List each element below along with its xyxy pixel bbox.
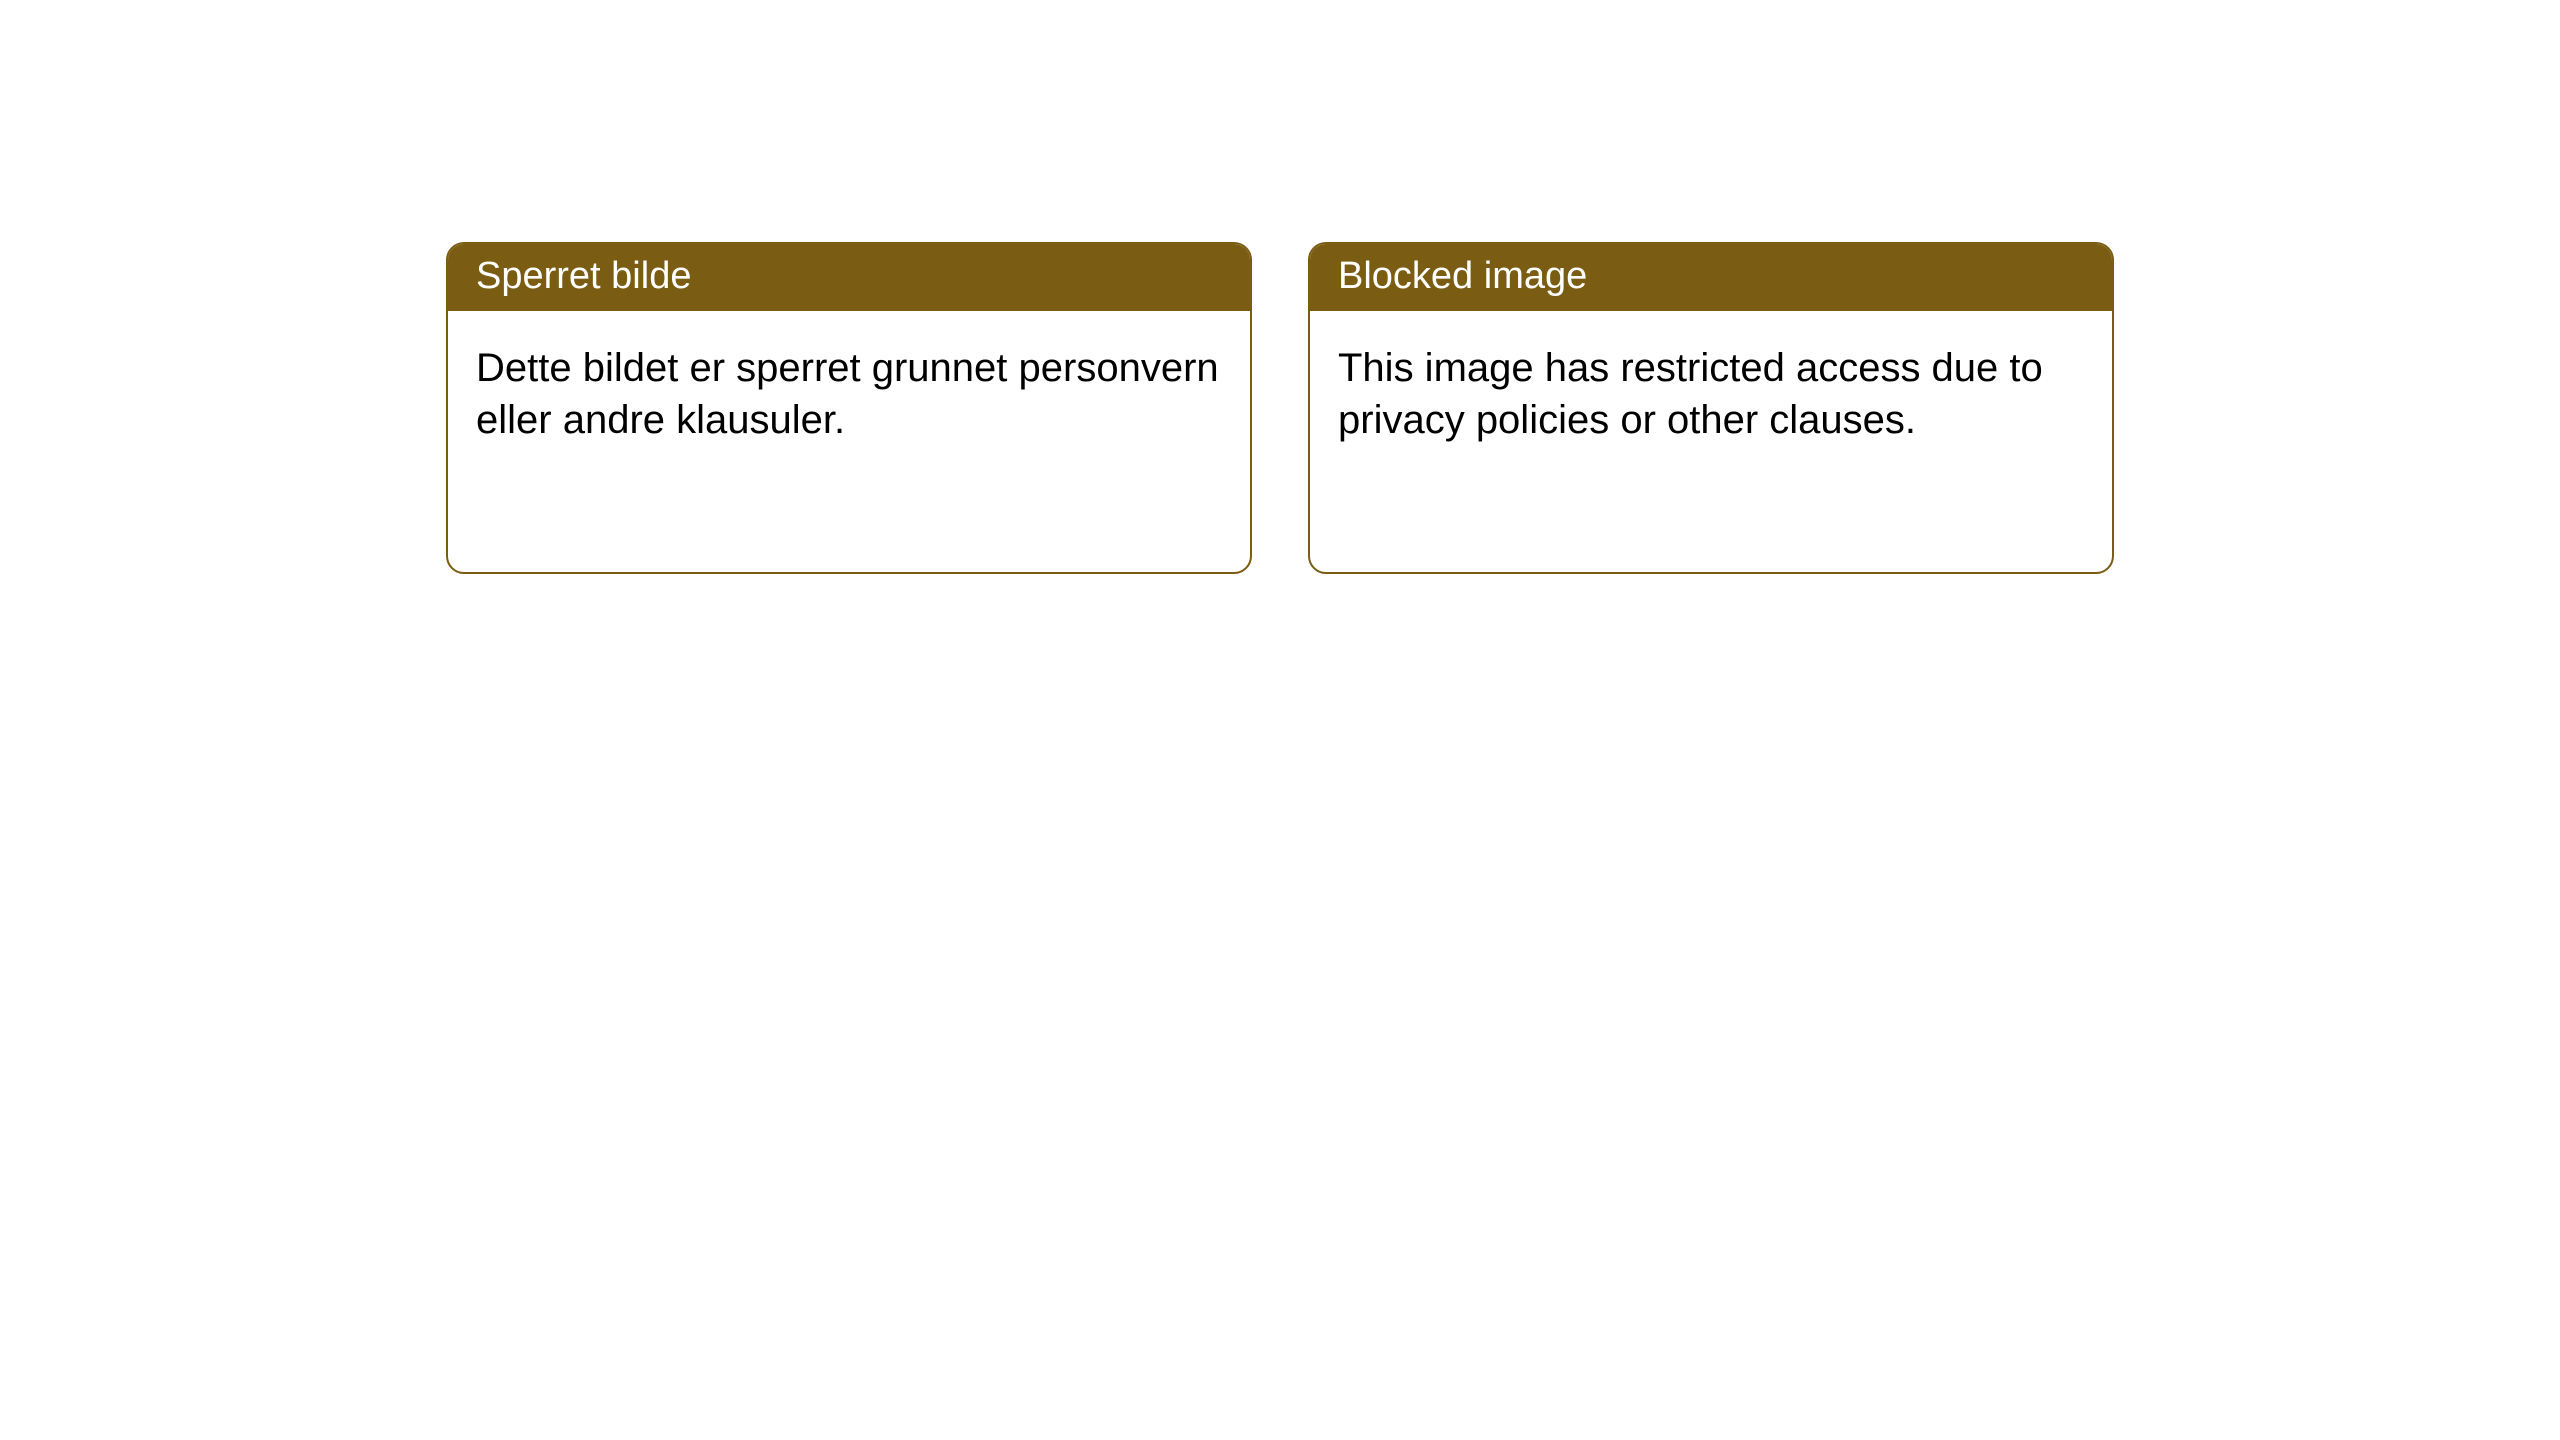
blocked-image-body-no: Dette bildet er sperret grunnet personve… [448,311,1250,477]
notice-container: Sperret bilde Dette bildet er sperret gr… [0,0,2560,574]
blocked-image-title-en: Blocked image [1310,244,2112,311]
blocked-image-card-no: Sperret bilde Dette bildet er sperret gr… [446,242,1252,574]
blocked-image-body-en: This image has restricted access due to … [1310,311,2112,477]
blocked-image-title-no: Sperret bilde [448,244,1250,311]
blocked-image-card-en: Blocked image This image has restricted … [1308,242,2114,574]
